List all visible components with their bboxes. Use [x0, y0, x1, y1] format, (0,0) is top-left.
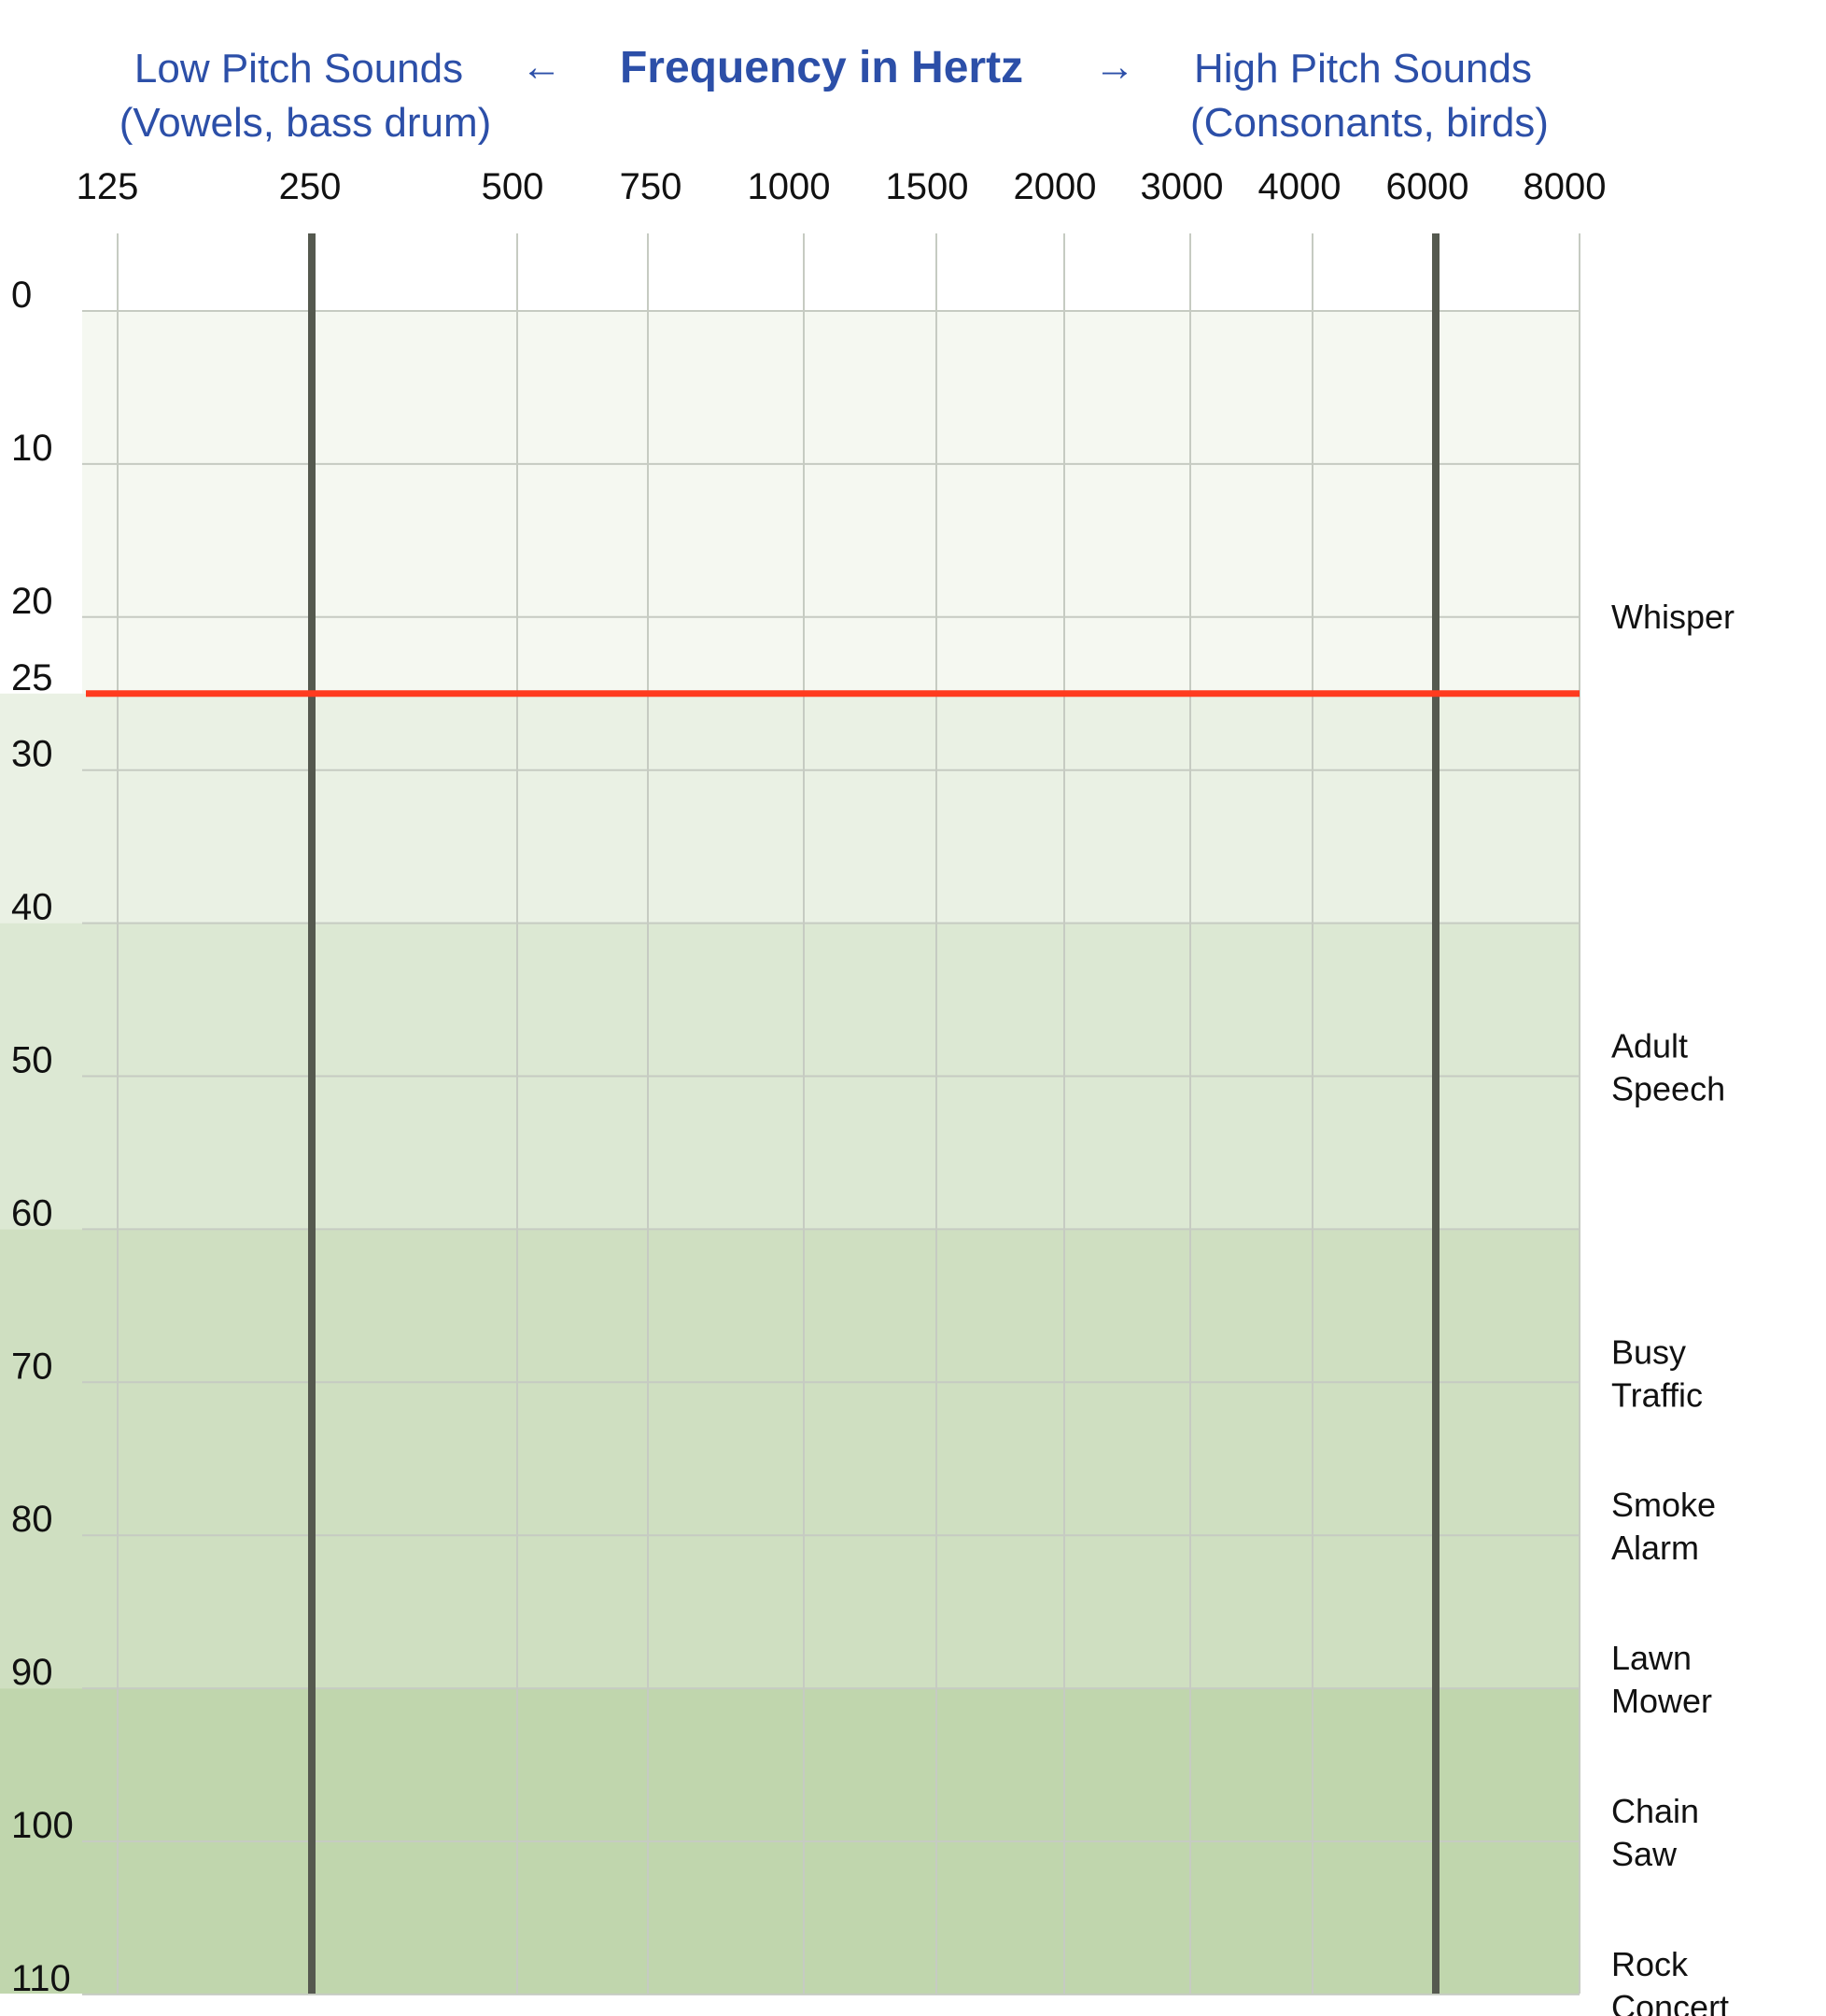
- y-tick-label: 80: [11, 1499, 53, 1540]
- reference-sound-labels: Whisper Adult Speech Busy Traffic Smoke Alarm L…: [1611, 598, 1735, 2016]
- x-tick-label: 3000: [1141, 166, 1224, 207]
- loudness-bands: [0, 311, 1580, 1994]
- reference-sound-label: Lawn: [1611, 1639, 1692, 1677]
- x-tick-label: 8000: [1524, 166, 1607, 207]
- y-tick-label: 40: [11, 887, 53, 928]
- x-tick-label: 2000: [1014, 166, 1097, 207]
- reference-sound-label: Smoke: [1611, 1486, 1716, 1524]
- y-tick-label: 70: [11, 1346, 53, 1387]
- x-tick-labels: 125 250 500 750 1000 1500 2000 3000 4000 6000 8000: [77, 166, 1607, 207]
- reference-sound-label: Alarm: [1611, 1529, 1699, 1567]
- chart-title: Frequency in Hertz: [620, 43, 1023, 92]
- y-tick-label: 30: [11, 734, 53, 775]
- x-tick-label: 1000: [748, 166, 831, 207]
- grid-lines: [82, 233, 1580, 1995]
- reference-sound-label: Rock: [1611, 1945, 1689, 1983]
- reference-sound-label: Mower: [1611, 1682, 1712, 1720]
- reference-sound-label: Whisper: [1611, 598, 1735, 636]
- y-tick-label: 90: [11, 1652, 53, 1693]
- reference-sound-label: Adult: [1611, 1027, 1688, 1065]
- reference-sound-label: Traffic: [1611, 1375, 1703, 1414]
- loudness-band: [0, 693, 1580, 923]
- x-tick-label: 500: [482, 166, 544, 207]
- loudness-band: [82, 311, 1580, 694]
- x-tick-label: 125: [77, 166, 139, 207]
- low-pitch-examples: (Vowels, bass drum): [119, 100, 492, 146]
- reference-sound-label: Concert: [1611, 1988, 1729, 2016]
- low-pitch-label: Low Pitch Sounds: [134, 46, 463, 92]
- y-tick-label: 50: [11, 1040, 53, 1081]
- y-tick-label: 60: [11, 1192, 53, 1234]
- y-tick-label: 0: [11, 275, 32, 316]
- x-tick-label: 750: [620, 166, 682, 207]
- reference-sound-label: Busy: [1611, 1332, 1686, 1371]
- x-tick-label: 250: [279, 166, 342, 207]
- high-pitch-examples: (Consonants, birds): [1190, 100, 1549, 146]
- y-tick-label: 10: [11, 428, 53, 469]
- y-tick-labels: 0 10 20 25 30 40 50 60 70 80 90 100 110: [11, 275, 74, 1999]
- x-tick-label: 4000: [1258, 166, 1341, 207]
- arrow-left-icon: ←: [521, 44, 562, 90]
- reference-sound-label: Speech: [1611, 1070, 1725, 1108]
- arrow-right-icon: →: [1094, 44, 1135, 90]
- reference-sound-label: Saw: [1611, 1835, 1678, 1873]
- loudness-band: [0, 1229, 1580, 1689]
- y-tick-label: 100: [11, 1805, 74, 1846]
- x-tick-label: 6000: [1386, 166, 1469, 207]
- y-tick-label: 110: [11, 1958, 71, 1999]
- reference-sound-label: Chain: [1611, 1792, 1699, 1830]
- highlight-lines: [86, 233, 1580, 1994]
- y-tick-label: 20: [11, 581, 53, 622]
- high-pitch-label: High Pitch Sounds: [1194, 46, 1532, 92]
- y-tick-label: 25: [11, 657, 53, 698]
- x-tick-label: 1500: [886, 166, 969, 207]
